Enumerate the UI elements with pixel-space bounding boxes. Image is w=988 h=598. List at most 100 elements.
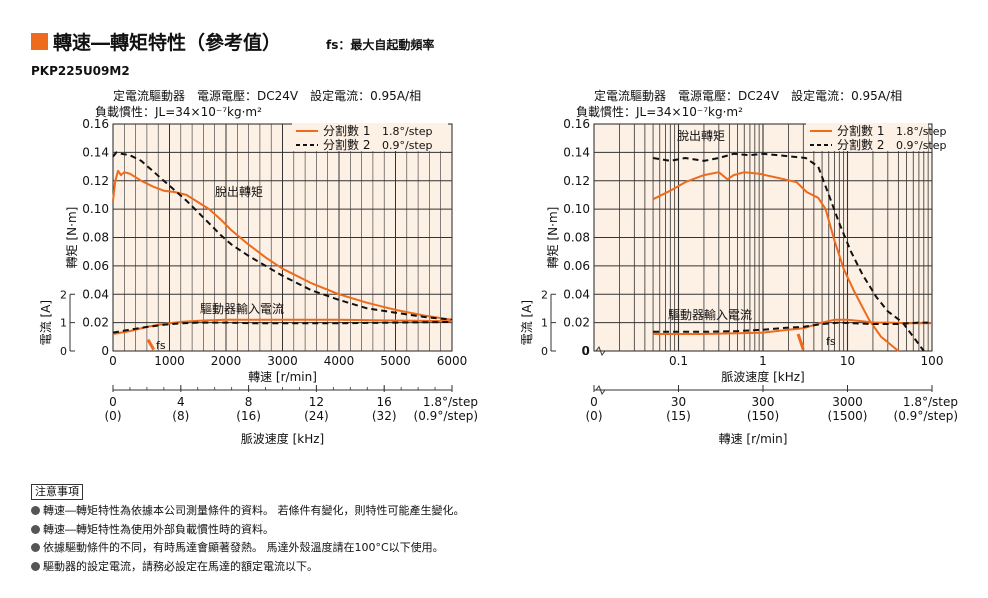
annotation-driver-current: 驅動器輸入電流 [200, 301, 284, 316]
page-title: 轉速―轉矩特性（參考值） [53, 32, 282, 54]
secondary-tick-sublabel: (16) [236, 409, 261, 423]
x-tick-label: 1 [759, 354, 767, 368]
current-tick-label: 0 [60, 345, 67, 358]
note-item: 驅動器的設定電流，請務必設定在馬達的額定電流以下。 [31, 558, 465, 577]
x-tick-label: 3000 [267, 354, 298, 368]
y-tick-label: 0.08 [563, 231, 590, 245]
series-line-division-1-torque [112, 169, 453, 321]
fs-marker [796, 333, 805, 351]
secondary-tick-sublabel: (15) [666, 409, 691, 423]
current-axis-label: 電流 [A] [520, 300, 534, 345]
title-marker [31, 33, 48, 50]
notes-heading: 注意事項 [31, 484, 83, 500]
bullet-icon [31, 506, 40, 515]
annotation-pullout-torque: 脫出轉矩 [215, 184, 263, 199]
load-inertia: 負載慣性：JL=34×10⁻⁷kg·m² [576, 104, 743, 119]
series-line-division-1-current [653, 318, 932, 335]
secondary-tick-label: 3000 [832, 395, 863, 409]
series-line-division-2-torque [652, 152, 925, 352]
x-axis-label: 轉速 [r/min] [248, 370, 317, 384]
y-tick-label: 0.16 [82, 117, 109, 131]
legend-background [292, 123, 448, 151]
test-conditions: 定電流驅動器 電源電壓：DC24V 設定電流：0.95A/相 [113, 88, 421, 103]
y-tick-label: 0.14 [563, 145, 590, 159]
x-tick-label: 0 [109, 354, 117, 368]
y-tick-label: 0.04 [563, 287, 590, 301]
annotation-pullout-torque: 脫出轉矩 [677, 128, 725, 143]
y-tick-label: 0.10 [563, 202, 590, 216]
x-tick-label: 6000 [437, 354, 468, 368]
fs-marker [146, 338, 156, 351]
note-text: 轉速―轉矩特性為依據本公司測量條件的資料。 若條件有變化，則特性可能產生變化。 [43, 504, 465, 517]
current-tick-label: 0 [541, 345, 548, 358]
secondary-tick-label: 4 [177, 395, 185, 409]
x-tick-label: 2000 [211, 354, 242, 368]
y-tick-label: 0.02 [563, 316, 590, 330]
y-tick-label: 0.16 [563, 117, 590, 131]
y-tick-label: 0.06 [563, 259, 590, 273]
y-axis-label: 轉矩 [N·m] [546, 207, 560, 269]
x-tick-label: 100 [921, 354, 944, 368]
secondary-tick-label: 12 [309, 395, 324, 409]
test-conditions: 定電流驅動器 電源電壓：DC24V 設定電流：0.95A/相 [594, 88, 902, 103]
x-axis-label: 脈波速度 [kHz] [721, 369, 804, 384]
x-tick-label: 4000 [324, 354, 355, 368]
secondary-tick-sublabel: (32) [372, 409, 397, 423]
axis-break-icon [595, 384, 606, 396]
secondary-tick-label: 1.8°/step [423, 395, 478, 409]
legend-step: 1.8°/step [896, 125, 947, 138]
y-tick-label: 0.08 [82, 231, 109, 245]
note-item: 依據驅動條件的不同，有時馬達會顯著發熱。 馬達外殼溫度請在100°C以下使用。 [31, 539, 465, 558]
note-item: 轉速―轉矩特性為依據本公司測量條件的資料。 若條件有變化，則特性可能產生變化。 [31, 502, 465, 521]
current-tick-label: 1 [541, 317, 548, 330]
secondary-tick-label: 16 [377, 395, 392, 409]
current-tick-label: 2 [60, 288, 67, 301]
y-tick-label: 0.10 [82, 202, 109, 216]
series-line-division-2-current [112, 320, 453, 334]
model-number: PKP225U09M2 [31, 64, 130, 78]
secondary-axis-label: 脈波速度 [kHz] [241, 431, 324, 446]
y-tick-label: 0 [582, 344, 590, 358]
series-line-division-2-current [653, 321, 932, 333]
notes-list: 轉速―轉矩特性為依據本公司測量條件的資料。 若條件有變化，則特性可能產生變化。 … [31, 502, 465, 576]
secondary-tick-label: 8 [245, 395, 253, 409]
annotation-driver-current: 驅動器輸入電流 [668, 307, 752, 322]
secondary-tick-sublabel: (0) [105, 409, 122, 423]
note-item: 轉速―轉矩特性為使用外部負載慣性時的資料。 [31, 521, 465, 540]
annotation-fs: fs [156, 339, 166, 352]
legend-label: 分割數 1 [837, 123, 884, 138]
secondary-tick-sublabel: (8) [172, 409, 189, 423]
legend-label: 分割數 1 [323, 123, 370, 138]
series-line-division-1-torque [652, 171, 900, 352]
x-tick-label: 0 [581, 344, 589, 358]
secondary-tick-label: 0 [590, 395, 598, 409]
current-tick-label: 1 [60, 317, 67, 330]
secondary-tick-sublabel: (150) [747, 409, 779, 423]
note-text: 驅動器的設定電流，請務必設定在馬達的額定電流以下。 [43, 559, 318, 573]
secondary-tick-label: 30 [671, 395, 686, 409]
secondary-tick-label: 300 [752, 395, 775, 409]
secondary-tick-label: 0 [109, 395, 117, 409]
x-tick-label: 10 [840, 354, 855, 368]
secondary-tick-sublabel: (0.9°/step) [894, 409, 958, 423]
legend-background [806, 123, 928, 151]
note-text: 依據驅動條件的不同，有時馬達會顯著發熱。 馬達外殼溫度請在100°C以下使用。 [43, 541, 444, 554]
secondary-tick-sublabel: (0.9°/step) [414, 409, 478, 423]
note-text: 轉速―轉矩特性為使用外部負載慣性時的資料。 [43, 522, 274, 536]
legend-step: 0.9°/step [382, 139, 433, 152]
legend-step: 1.8°/step [382, 125, 433, 138]
bullet-icon [31, 524, 40, 534]
fs-definition: fs：最大自起動頻率 [326, 38, 435, 52]
secondary-tick-label: 1.8°/step [903, 395, 958, 409]
y-tick-label: 0.06 [82, 259, 109, 273]
secondary-tick-sublabel: (1500) [828, 409, 868, 423]
y-tick-label: 0.02 [82, 316, 109, 330]
x-tick-label: 5000 [380, 354, 411, 368]
annotation-fs: fs [826, 335, 836, 348]
bullet-icon [31, 543, 40, 552]
current-axis-label: 電流 [A] [39, 300, 53, 345]
x-tick-label: 1000 [154, 354, 185, 368]
legend-label: 分割數 2 [323, 137, 370, 152]
